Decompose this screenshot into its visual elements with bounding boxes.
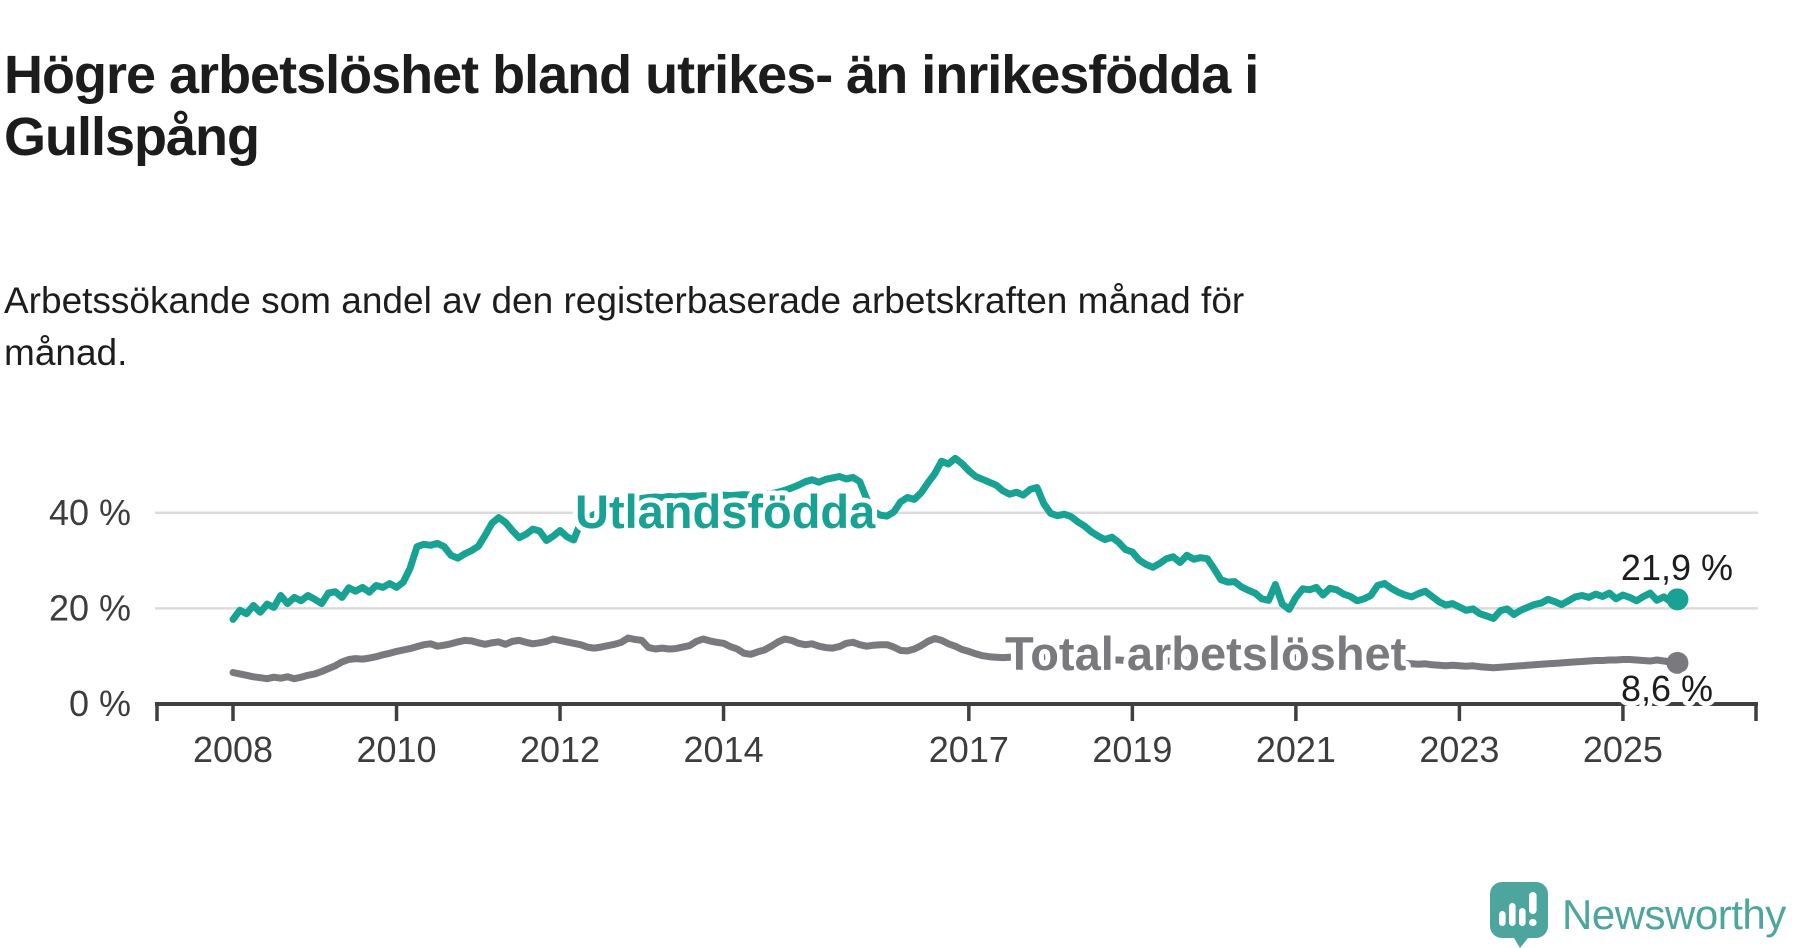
chart-title: Högre arbetslöshet bland utrikes- än inr… <box>4 44 1704 168</box>
chart-title-line1: Högre arbetslöshet bland utrikes- än inr… <box>4 45 1259 106</box>
newsworthy-logo-text: Newsworthy <box>1562 891 1786 938</box>
series-end-dot-total <box>1666 651 1689 674</box>
newsworthy-logo-icon <box>1490 882 1548 948</box>
y-tick-label: 0 % <box>69 683 131 724</box>
x-tick-label: 2021 <box>1256 729 1336 770</box>
series-line-total <box>229 634 1681 683</box>
series-end-dot-utlandsfodda <box>1666 588 1689 611</box>
x-tick-label: 2010 <box>356 729 436 770</box>
series-line-utlandsfodda <box>229 454 1681 623</box>
series-end-value-total: 8,6 % <box>1621 668 1713 709</box>
chart-title-line2: Gullspång <box>4 107 260 168</box>
newsworthy-logo[interactable]: Newsworthy <box>1490 882 1786 948</box>
chart-subtitle-line1: Arbetssökande som andel av den registerb… <box>4 280 1245 321</box>
x-tick-label: 2017 <box>929 729 1009 770</box>
series-label-utlandsfodda: Utlandsfödda <box>575 485 876 538</box>
y-tick-label: 40 % <box>49 492 131 533</box>
chart-subtitle-line2: månad. <box>4 332 128 373</box>
x-tick-label: 2012 <box>520 729 600 770</box>
x-tick-label: 2023 <box>1419 729 1499 770</box>
series-label-total: Total arbetslöshet <box>1005 627 1407 680</box>
x-tick-label: 2014 <box>684 729 764 770</box>
logo-bars-icon <box>1499 892 1537 926</box>
x-tick-label: 2019 <box>1092 729 1172 770</box>
chart-subtitle: Arbetssökande som andel av den registerb… <box>4 275 1704 379</box>
series-end-value-utlandsfodda: 21,9 % <box>1621 547 1733 588</box>
x-tick-label: 2008 <box>193 729 273 770</box>
y-tick-label: 20 % <box>49 587 131 628</box>
x-tick-label: 2025 <box>1583 729 1663 770</box>
